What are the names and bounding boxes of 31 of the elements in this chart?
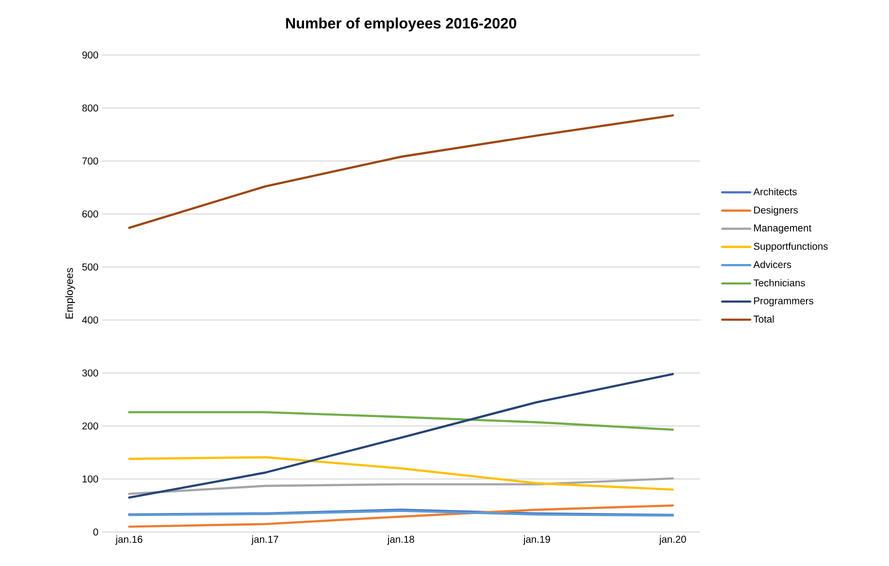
legend-label: Programmers <box>754 297 814 306</box>
y-tick-label: 800 <box>82 104 98 112</box>
line-series <box>128 372 674 499</box>
legend-label: Supportfunctions <box>754 242 828 252</box>
x-tick-label: jan.20 <box>659 536 686 545</box>
legend-label: Designers <box>754 206 798 216</box>
line-series <box>128 456 674 491</box>
legend-label: Advicers <box>753 260 792 268</box>
x-tick-label: jan.18 <box>387 536 414 545</box>
y-tick-label: 400 <box>82 316 98 324</box>
line-series <box>128 114 674 229</box>
y-tick-label: 300 <box>82 369 98 377</box>
y-tick-label: 600 <box>82 210 98 218</box>
x-tick-label: jan.16 <box>115 536 142 545</box>
y-tick-label: 100 <box>82 475 98 483</box>
x-tick-label: jan.19 <box>523 536 550 545</box>
legend-label: Management <box>754 224 812 234</box>
y-tick-label: 900 <box>82 51 98 59</box>
line-series <box>128 411 674 431</box>
y-tick-label: 0 <box>93 528 98 536</box>
line-series <box>128 504 674 528</box>
legend-label: Architects <box>753 188 797 196</box>
y-tick-label: 200 <box>82 422 98 430</box>
x-tick-label: jan.17 <box>251 536 278 545</box>
y-tick-label: 500 <box>82 263 98 271</box>
legend-label: Technicians <box>754 279 806 286</box>
legend-label: Total <box>754 315 774 323</box>
line-series <box>128 477 674 495</box>
chart-title: Number of employees 2016-2020 <box>286 18 516 32</box>
y-tick-label: 700 <box>82 157 98 165</box>
y-axis-title: Employees <box>65 268 76 318</box>
